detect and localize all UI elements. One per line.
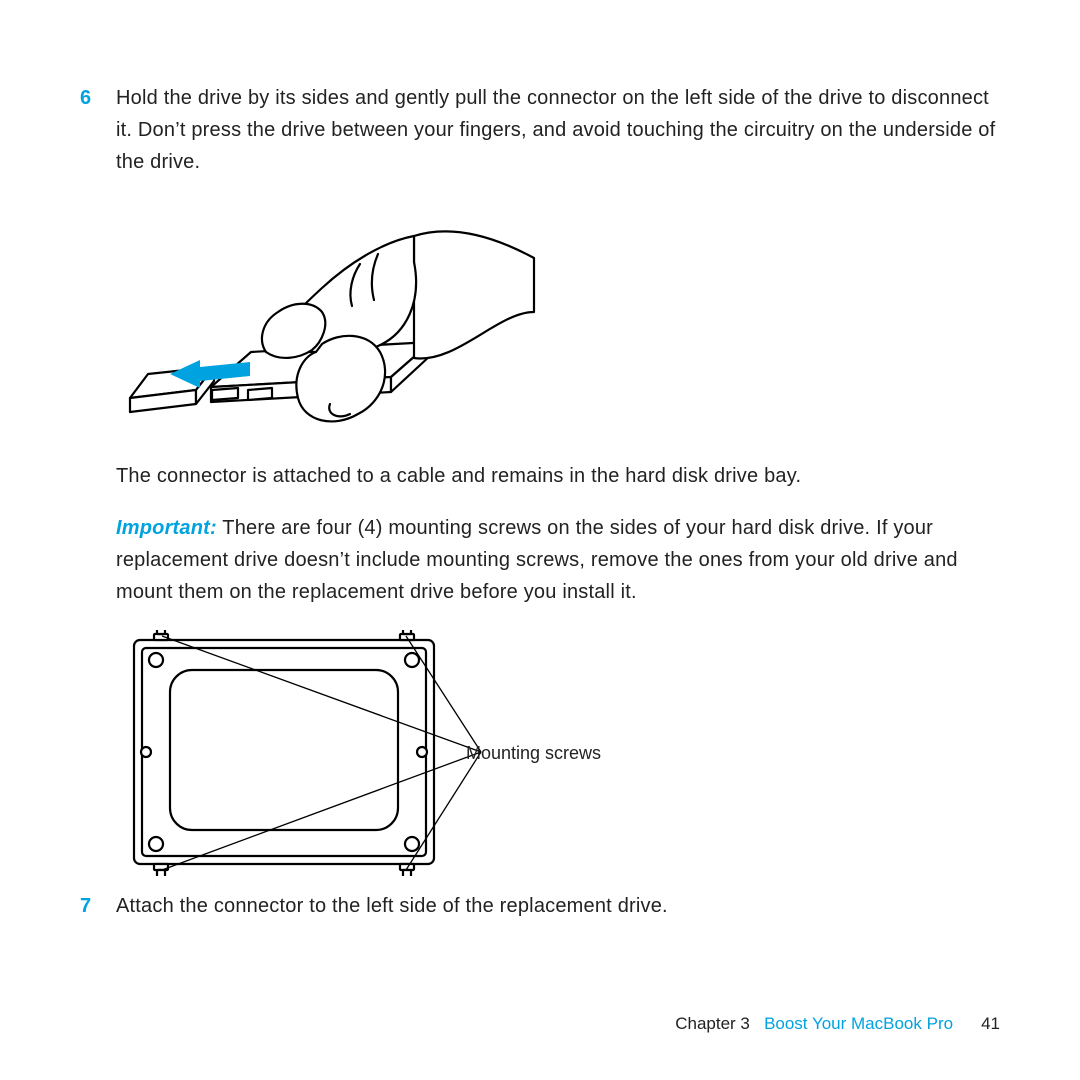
manual-page: 6 Hold the drive by its sides and gently… — [0, 0, 1080, 1080]
step-7-text: Attach the connector to the left side of… — [116, 886, 1000, 922]
step-6-number: 6 — [80, 78, 116, 114]
figure-mounting-screws: Mounting screws — [116, 630, 1000, 876]
important-label: Important: — [116, 517, 217, 539]
footer-page-number: 41 — [981, 1014, 1000, 1034]
mounting-screws-callout-label: Mounting screws — [466, 743, 601, 764]
page-footer: Chapter 3 Boost Your MacBook Pro 41 — [675, 1014, 1000, 1034]
important-text: There are four (4) mounting screws on th… — [116, 517, 958, 603]
footer-chapter-number: 3 — [740, 1014, 749, 1033]
mounting-screws-illustration-icon — [116, 630, 486, 876]
step-7: 7 Attach the connector to the left side … — [80, 886, 1000, 922]
step-7-number: 7 — [80, 886, 116, 922]
step-6: 6 Hold the drive by its sides and gently… — [80, 78, 1000, 178]
hand-drive-illustration-icon — [116, 202, 536, 432]
step-6-text: Hold the drive by its sides and gently p… — [116, 78, 1000, 178]
connector-cable-note: The connector is attached to a cable and… — [116, 460, 1000, 492]
figure-hand-drive — [116, 202, 536, 432]
important-note: Important: There are four (4) mounting s… — [116, 512, 1000, 608]
footer-chapter-word: Chapter — [675, 1014, 740, 1033]
footer-chapter-title: Boost Your MacBook Pro — [764, 1014, 953, 1033]
